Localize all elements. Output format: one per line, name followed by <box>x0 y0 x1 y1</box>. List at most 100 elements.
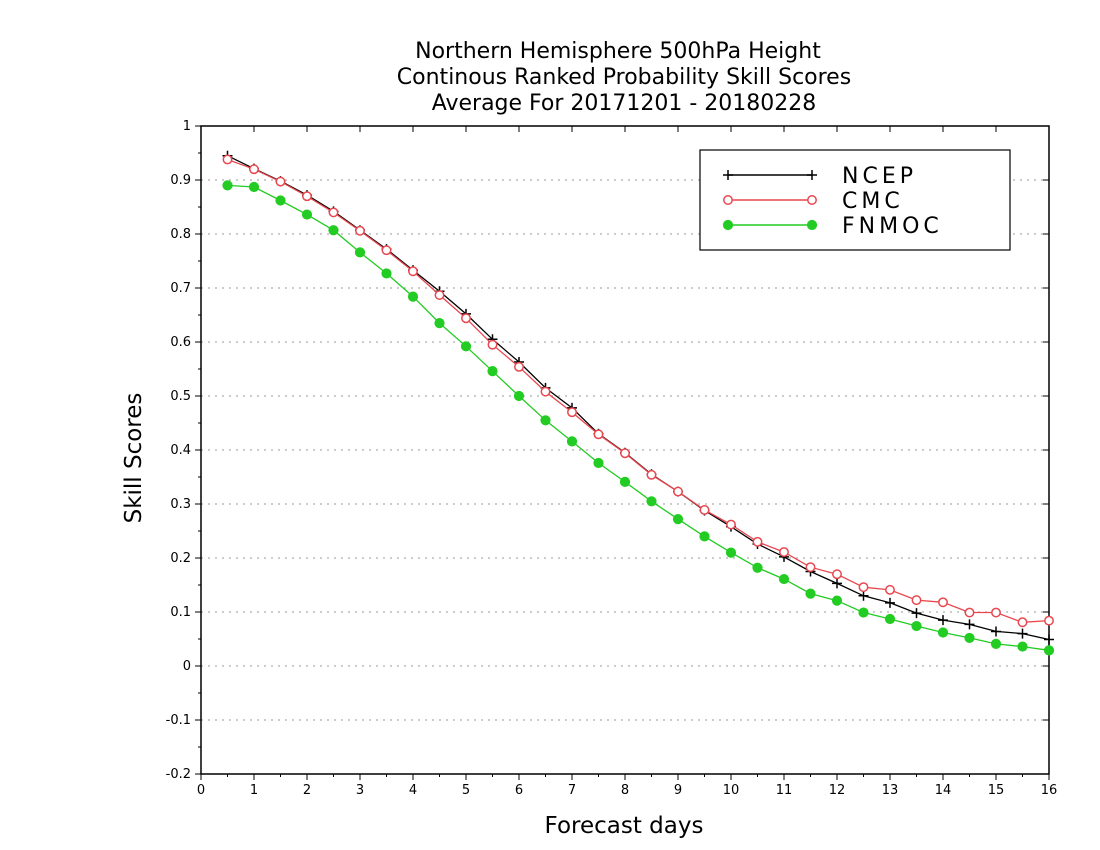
data-point-cmc <box>779 547 789 558</box>
data-point-cmc <box>911 595 922 606</box>
data-point-fnmoc <box>964 632 975 644</box>
data-point-fnmoc <box>990 638 1002 649</box>
data-point-fnmoc <box>275 195 286 206</box>
y-tick-label: 0.3 <box>170 497 191 512</box>
data-point-fnmoc <box>328 225 339 236</box>
data-point-fnmoc <box>672 514 684 525</box>
x-tick-label: 5 <box>462 783 470 798</box>
data-point-fnmoc <box>1017 641 1028 652</box>
legend-marker-ncep <box>807 170 817 180</box>
data-point-cmc <box>964 607 975 618</box>
data-point-fnmoc <box>593 457 604 469</box>
data-point-fnmoc <box>937 627 949 638</box>
legend-marker-cmc <box>807 195 817 205</box>
data-point-cmc <box>832 569 842 580</box>
x-tick-label: 14 <box>935 783 952 798</box>
x-tick-label: 2 <box>303 783 311 798</box>
data-point-fnmoc <box>699 531 710 542</box>
y-tick-label: 0.5 <box>170 389 191 404</box>
x-tick-label: 7 <box>568 783 576 798</box>
data-point-fnmoc <box>248 181 260 193</box>
y-tick-label: 0.2 <box>170 551 191 566</box>
y-tick-label: 0.8 <box>170 227 191 242</box>
data-point-fnmoc <box>858 607 869 618</box>
data-point-cmc <box>487 339 498 350</box>
data-point-cmc <box>222 154 233 165</box>
y-tick-label: 0.1 <box>170 605 191 620</box>
y-tick-label: 0.7 <box>170 281 191 296</box>
data-point-cmc <box>726 519 736 530</box>
chart-title: Northern Hemisphere 500hPa Height Contin… <box>397 39 851 116</box>
data-point-fnmoc <box>566 436 578 447</box>
data-point-cmc <box>858 582 869 593</box>
data-point-cmc <box>620 448 630 459</box>
data-point-fnmoc <box>434 318 445 329</box>
data-point-fnmoc <box>778 573 790 585</box>
legend-label-fnmoc: FNMOC <box>842 214 943 239</box>
data-point-fnmoc <box>725 547 737 558</box>
y-axis-label: Skill Scores <box>121 393 147 524</box>
legend-label-cmc: CMC <box>842 189 904 214</box>
x-tick-label: 10 <box>723 783 740 798</box>
title-line-3: Average For 20171201 - 20180228 <box>432 91 817 116</box>
y-tick-label: 0.4 <box>170 443 191 458</box>
y-tick-label: 0.9 <box>170 173 191 188</box>
series-fnmoc <box>222 180 1055 656</box>
data-point-cmc <box>461 313 471 324</box>
x-tick-label: 11 <box>776 783 793 798</box>
data-point-ncep <box>858 590 869 601</box>
data-point-ncep <box>911 608 922 619</box>
data-point-fnmoc <box>460 341 472 352</box>
data-point-fnmoc <box>407 291 419 302</box>
data-point-cmc <box>249 164 259 175</box>
legend-marker-ncep <box>723 170 733 180</box>
legend-marker-fnmoc <box>806 219 818 231</box>
data-point-cmc <box>434 290 445 300</box>
data-point-cmc <box>1017 617 1028 628</box>
legend-marker-fnmoc <box>722 219 734 231</box>
x-tick-label: 1 <box>250 783 258 798</box>
data-point-cmc <box>752 536 763 547</box>
data-point-fnmoc <box>513 390 525 402</box>
data-point-cmc <box>355 225 365 236</box>
data-point-fnmoc <box>805 588 816 599</box>
x-tick-label: 15 <box>988 783 1005 798</box>
data-point-cmc <box>381 245 392 256</box>
x-tick-label: 9 <box>674 783 682 798</box>
data-point-cmc <box>514 361 524 372</box>
data-point-fnmoc <box>884 613 896 625</box>
data-point-fnmoc <box>619 476 631 487</box>
data-point-cmc <box>275 176 286 187</box>
data-point-cmc <box>673 486 683 497</box>
data-point-fnmoc <box>222 180 233 191</box>
x-tick-label: 13 <box>882 783 899 798</box>
data-point-cmc <box>408 266 418 277</box>
data-point-fnmoc <box>381 268 392 279</box>
title-line-1: Northern Hemisphere 500hPa Height <box>415 39 821 64</box>
data-point-fnmoc <box>540 415 551 426</box>
data-point-cmc <box>567 407 577 418</box>
data-point-fnmoc <box>646 496 657 507</box>
data-point-cmc <box>646 469 657 480</box>
data-point-fnmoc <box>1043 645 1055 656</box>
data-point-cmc <box>805 562 816 573</box>
data-point-ncep <box>832 578 842 589</box>
series-layer <box>222 150 1055 656</box>
data-point-ncep <box>938 615 948 626</box>
data-point-fnmoc <box>911 620 922 632</box>
y-tick-label: -0.1 <box>166 713 191 728</box>
x-tick-label: 12 <box>829 783 846 798</box>
y-axis-ticks: -0.2 -0.1 0 0.1 0.2 0.3 0.4 0.5 0.6 0.7 0.8 0.9 1 <box>166 119 1049 782</box>
y-tick-label: 1 <box>183 119 191 134</box>
x-tick-label: 3 <box>356 783 364 798</box>
data-point-fnmoc <box>354 247 366 258</box>
legend-marker-cmc <box>723 195 733 205</box>
data-point-cmc <box>938 597 948 608</box>
x-axis-label: Forecast days <box>545 813 704 839</box>
data-point-cmc <box>328 207 339 218</box>
data-point-ncep <box>1044 634 1054 645</box>
data-point-cmc <box>302 191 312 202</box>
data-point-cmc <box>1044 615 1054 626</box>
